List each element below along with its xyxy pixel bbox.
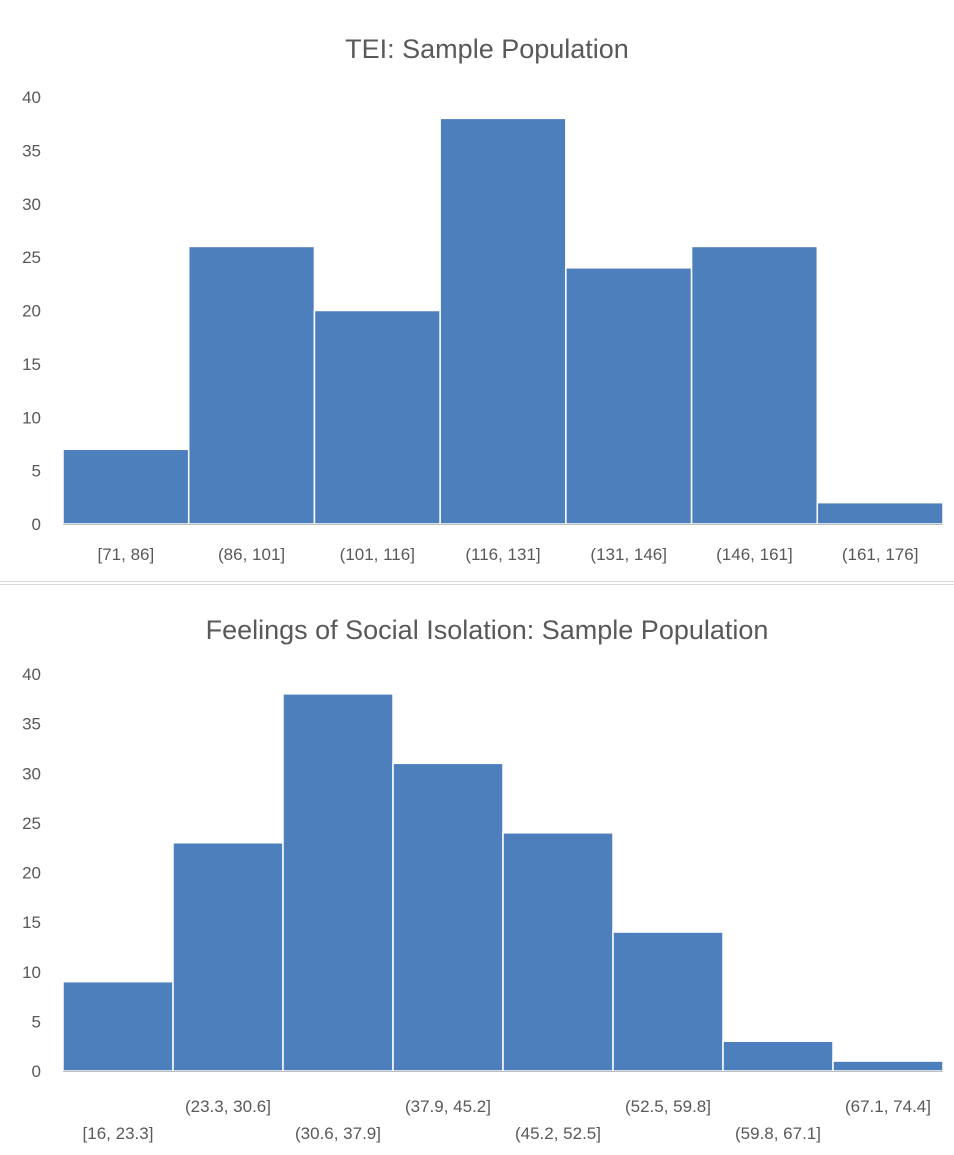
y-tick-label: 0 [32,515,41,534]
histogram-bar [612,931,724,1072]
x-axis-ticks: [71, 86] (86, 101] (101, 116] (116, 131] (13… [97,545,918,564]
histogram-bar [282,693,394,1072]
x-axis-ticks: [16, 23.3] (23.3, 30.6] (30.6, 37.9] (37.9,… [83,1097,931,1143]
y-tick-label: 5 [32,1012,41,1031]
x-tick-label: [71, 86] [97,545,154,564]
histogram-bar [722,1040,834,1072]
x-tick-label: (37.9, 45.2] [405,1097,491,1116]
x-tick-label: (67.1, 74.4] [845,1097,931,1116]
histogram-bar [816,501,944,525]
y-tick-label: 25 [22,248,41,267]
y-tick-label: 10 [22,963,41,982]
x-tick-label: (131, 146] [590,545,667,564]
histogram-bar [565,267,693,525]
chart-title: Feelings of Social Isolation: Sample Pop… [206,615,769,645]
x-tick-label: (45.2, 52.5] [515,1124,601,1143]
histogram-bar [187,245,316,525]
bars [62,117,944,525]
x-tick-label: (52.5, 59.8] [625,1097,711,1116]
bars [62,693,944,1072]
x-tick-label: (161, 176] [842,545,919,564]
y-tick-label: 0 [32,1062,41,1081]
y-tick-label: 30 [22,764,41,783]
social-isolation-histogram: Feelings of Social Isolation: Sample Pop… [22,615,944,1143]
y-tick-label: 20 [22,302,41,321]
x-tick-label: [16, 23.3] [83,1124,154,1143]
tei-histogram-panel: TEI: Sample Population 0 5 10 15 20 25 30 35 40 … [0,34,954,582]
y-tick-label: 25 [22,814,41,833]
histogram-bar [172,841,284,1072]
y-tick-label: 35 [22,715,41,734]
y-tick-label: 40 [22,665,41,684]
y-tick-label: 30 [22,195,41,214]
histogram-bar [832,1060,944,1072]
x-tick-label: (23.3, 30.6] [185,1097,271,1116]
y-tick-label: 20 [22,864,41,883]
x-tick-label: (116, 131] [465,545,540,564]
histogram-bar [439,117,567,525]
x-tick-label: (101, 116] [340,545,415,564]
histogram-bar [62,448,190,525]
y-tick-label: 5 [32,462,41,481]
histogram-bar [690,245,819,525]
histogram-bar [392,762,504,1072]
chart-title: TEI: Sample Population [345,34,629,64]
y-tick-label: 15 [22,913,41,932]
y-tick-label: 35 [22,141,41,160]
social-isolation-histogram-panel: Feelings of Social Isolation: Sample Pop… [0,584,954,1155]
histogram-bar [313,309,441,525]
x-tick-label: (59.8, 67.1] [735,1124,821,1143]
y-tick-label: 40 [22,88,41,107]
y-tick-label: 15 [22,355,41,374]
histogram-bar [62,980,174,1072]
y-tick-label: 10 [22,408,41,427]
x-tick-label: (146, 161] [716,545,793,564]
y-axis-ticks: 0 5 10 15 20 25 30 35 40 [22,665,41,1081]
tei-histogram: TEI: Sample Population 0510152025303540 … [22,34,944,564]
y-axis-ticks: 0 5 10 15 20 25 30 35 40 [22,88,41,534]
x-tick-label: (30.6, 37.9] [295,1124,381,1143]
x-tick-label: (86, 101] [218,545,285,564]
histogram-bar [502,832,614,1072]
